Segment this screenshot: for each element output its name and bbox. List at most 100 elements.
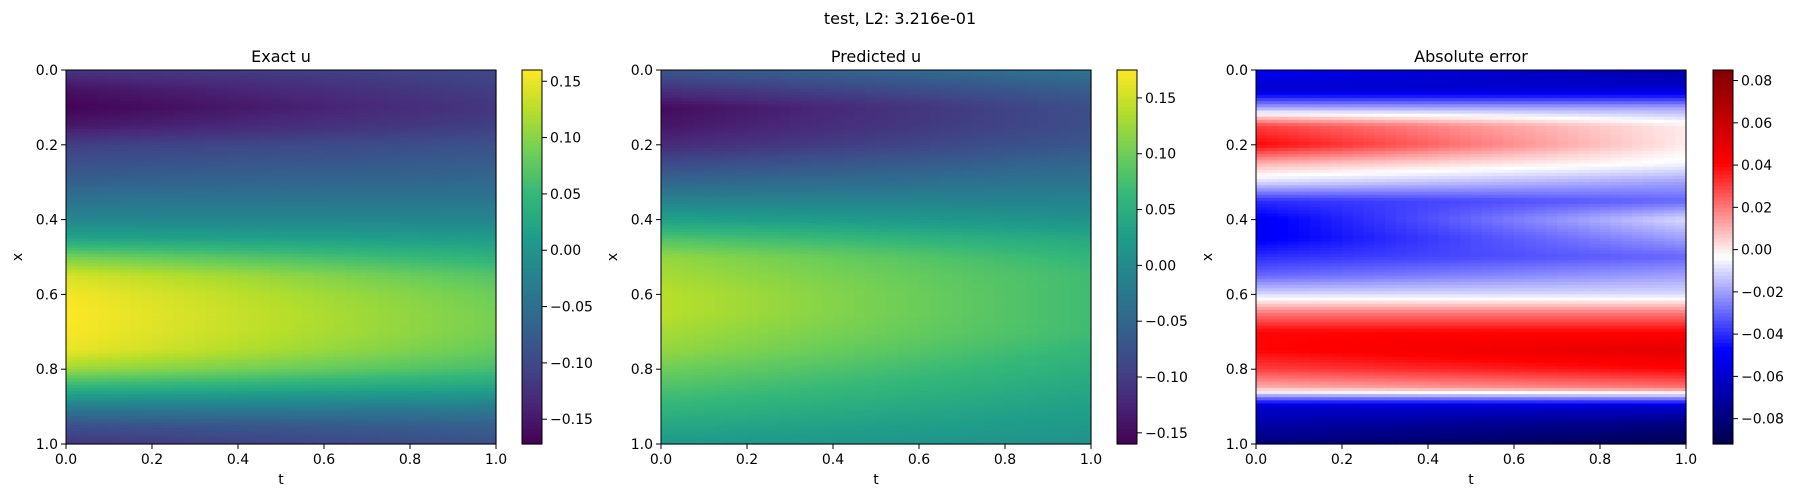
heatmap-cell <box>130 341 142 345</box>
heatmap-cell <box>313 356 325 361</box>
heatmap-cell <box>259 107 271 112</box>
heatmap-cell <box>76 204 89 208</box>
heatmap-cell <box>162 200 175 205</box>
heatmap-cell <box>173 328 185 333</box>
heatmap-cell <box>356 73 368 77</box>
heatmap-cell <box>442 266 454 271</box>
heatmap-cell <box>109 98 121 102</box>
heatmap-cell <box>119 228 132 233</box>
heatmap-cell <box>410 222 422 227</box>
heatmap-cell <box>184 79 196 84</box>
heatmap-cell <box>485 110 497 115</box>
heatmap-cell <box>485 113 497 118</box>
heatmap-cell <box>248 263 261 267</box>
x-tick-label: 0.0 <box>55 452 77 468</box>
heatmap-cell <box>173 238 185 243</box>
heatmap-cell <box>313 344 325 348</box>
heatmap-cell <box>205 76 218 80</box>
heatmap-cell <box>442 232 454 236</box>
heatmap-cell <box>270 338 282 342</box>
heatmap-cell <box>227 222 239 227</box>
heatmap-cell <box>205 172 218 177</box>
heatmap-cell <box>141 291 153 295</box>
heatmap-cell <box>431 122 443 127</box>
heatmap-cell <box>420 334 433 339</box>
heatmap-cell <box>302 194 314 199</box>
heatmap-cell <box>345 263 357 267</box>
colorbar-segment <box>522 257 542 262</box>
heatmap-cell <box>259 331 271 336</box>
heatmap-cell <box>98 119 110 124</box>
heatmap-cell <box>474 263 486 267</box>
heatmap-cell <box>130 228 142 233</box>
heatmap-cell <box>259 163 271 168</box>
heatmap-cell <box>162 126 175 130</box>
heatmap-cell <box>302 200 314 205</box>
heatmap-cell <box>463 228 476 233</box>
heatmap-cell <box>453 250 465 255</box>
heatmap-cell <box>281 288 293 292</box>
heatmap-cell <box>173 350 185 355</box>
heatmap-cell <box>345 185 357 190</box>
heatmap-cell <box>98 297 110 302</box>
heatmap-cell <box>334 172 347 177</box>
heatmap-cell <box>453 288 465 292</box>
heatmap-cell <box>162 263 175 267</box>
colorbar-segment <box>522 301 542 307</box>
heatmap-cell <box>399 238 411 243</box>
heatmap-cell <box>334 94 347 99</box>
heatmap-cell <box>291 151 304 155</box>
heatmap-cell <box>270 260 282 264</box>
heatmap-cell <box>399 247 411 252</box>
heatmap-cell <box>291 253 304 258</box>
heatmap-cell <box>162 191 175 196</box>
heatmap-cell <box>66 222 78 227</box>
heatmap-cell <box>281 232 293 236</box>
heatmap-cell <box>420 119 433 124</box>
heatmap-cell <box>399 144 411 149</box>
heatmap-cell <box>410 260 422 264</box>
heatmap-cell <box>420 116 433 121</box>
heatmap-cell <box>130 266 142 271</box>
heatmap-cell <box>313 222 325 227</box>
heatmap-cell <box>162 334 175 339</box>
heatmap-cell <box>238 207 250 211</box>
heatmap-cell <box>302 278 314 283</box>
heatmap-cell <box>227 331 239 336</box>
heatmap-cell <box>109 126 121 130</box>
heatmap-cell <box>205 331 218 336</box>
heatmap-cell <box>367 347 379 352</box>
heatmap-cell <box>313 138 325 143</box>
heatmap-cell <box>334 76 347 80</box>
heatmap-cell <box>431 166 443 171</box>
heatmap-cell <box>66 309 78 314</box>
heatmap-cell <box>367 260 379 264</box>
heatmap-cell <box>281 300 293 305</box>
heatmap-cell <box>216 297 228 302</box>
heatmap-cell <box>431 200 443 205</box>
heatmap-cell <box>367 309 379 314</box>
heatmap-cell <box>345 154 357 158</box>
heatmap-cell <box>313 82 325 87</box>
heatmap-cell <box>141 151 153 155</box>
heatmap-cell <box>474 73 486 77</box>
heatmap-cell <box>130 94 142 99</box>
heatmap-cell <box>474 353 486 358</box>
heatmap-cell <box>453 126 465 130</box>
heatmap-cell <box>377 70 390 74</box>
heatmap-cell <box>205 210 218 214</box>
heatmap-cell <box>377 107 390 112</box>
heatmap-cell <box>109 122 121 127</box>
heatmap-cell <box>291 285 304 289</box>
heatmap-cell <box>388 98 400 102</box>
heatmap-cell <box>270 263 282 267</box>
heatmap-cell <box>173 210 185 214</box>
heatmap-cell <box>195 257 207 261</box>
heatmap-cell <box>334 194 347 199</box>
heatmap-cell <box>227 288 239 292</box>
x-tick-label: 0.8 <box>399 452 421 468</box>
heatmap-cell <box>399 179 411 183</box>
heatmap-cell <box>227 88 239 93</box>
heatmap-cell <box>431 297 443 302</box>
heatmap-cell <box>205 247 218 252</box>
